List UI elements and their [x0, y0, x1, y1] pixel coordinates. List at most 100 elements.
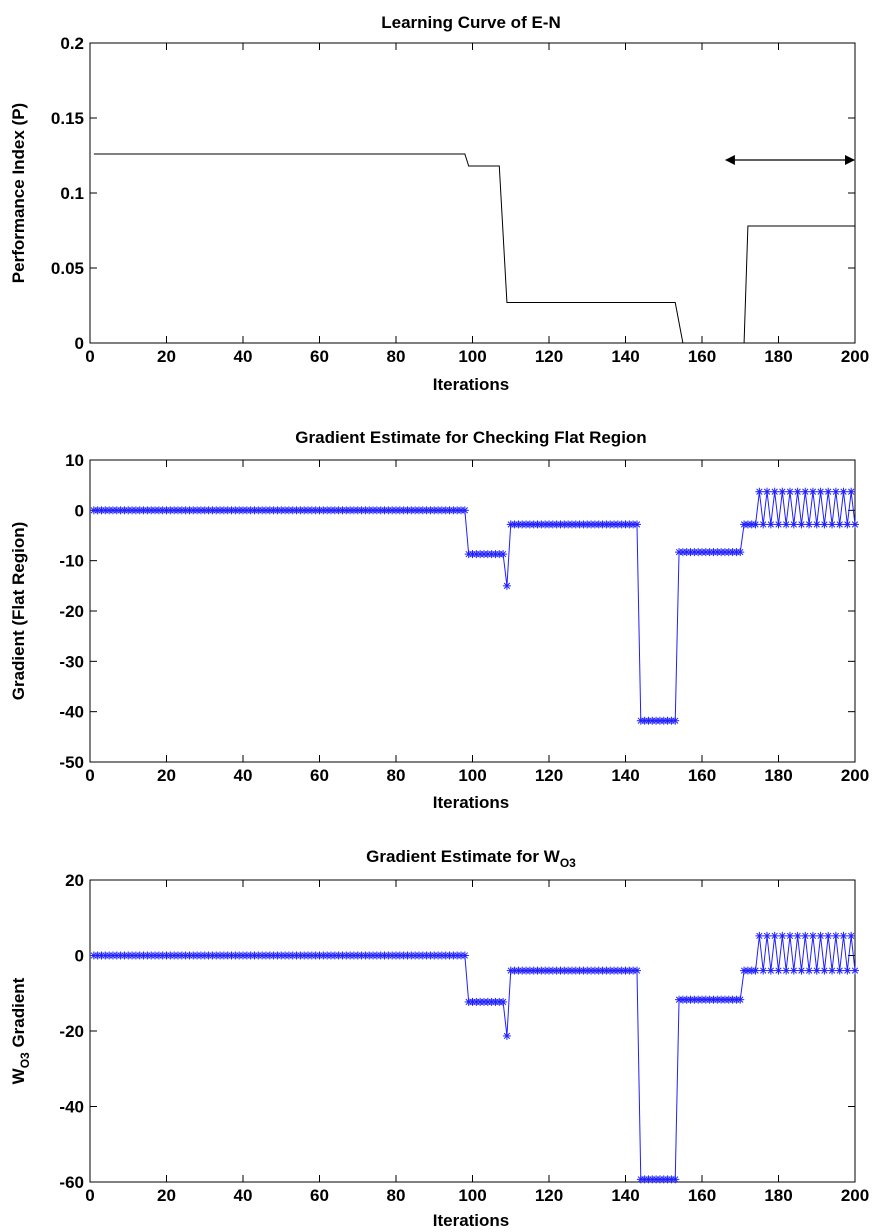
- y-tick-label: 0: [75, 501, 84, 520]
- ylabel-subscript: O3: [18, 1052, 32, 1068]
- series-line: [93, 491, 856, 722]
- data-point: [843, 520, 852, 529]
- data-point: [774, 966, 783, 975]
- x-tick-label: 200: [841, 1186, 869, 1205]
- data-point: [789, 520, 798, 529]
- data-point: [812, 966, 821, 975]
- x-tick-label: 100: [458, 766, 486, 785]
- y-axis-label: Gradient (Flat Region): [9, 522, 28, 701]
- x-tick-label: 120: [535, 347, 563, 366]
- data-point: [751, 966, 760, 975]
- x-tick-label: 140: [611, 766, 639, 785]
- data-point: [782, 520, 791, 529]
- data-point: [793, 487, 802, 496]
- data-point: [766, 966, 775, 975]
- data-point: [816, 487, 825, 496]
- data-point: [828, 520, 837, 529]
- data-point: [831, 931, 840, 940]
- data-point: [778, 487, 787, 496]
- data-point: [805, 966, 814, 975]
- x-tick-label: 20: [157, 766, 176, 785]
- data-point: [808, 931, 817, 940]
- x-tick-label: 40: [234, 1186, 253, 1205]
- x-tick-label: 180: [764, 766, 792, 785]
- y-tick-label: -10: [59, 552, 84, 571]
- y-tick-label: -20: [59, 602, 84, 621]
- tick-group: 0 20 40 60 80 100 120 140 160 180 200-50-40-30-20-…: [59, 451, 869, 785]
- plot-frame: [89, 459, 856, 763]
- x-tick-label: 180: [764, 1186, 792, 1205]
- data-point: [839, 931, 848, 940]
- data-point: [671, 716, 680, 725]
- data-point: [789, 966, 798, 975]
- data-point: [835, 520, 844, 529]
- plot-frame: [89, 879, 856, 1183]
- y-tick-label: 10: [65, 451, 84, 470]
- x-tick-label: 40: [234, 766, 253, 785]
- data-point: [835, 966, 844, 975]
- x-tick-label: 0: [85, 1186, 94, 1205]
- x-tick-label: 0: [85, 347, 94, 366]
- series-line: [93, 153, 855, 344]
- y-axis-label: Performance Index (P): [9, 103, 28, 283]
- title-subscript: O3: [560, 856, 576, 870]
- series-group: [89, 931, 859, 1184]
- x-tick-label: 60: [310, 347, 329, 366]
- data-point: [831, 487, 840, 496]
- x-tick-label: 100: [458, 1186, 486, 1205]
- data-point: [759, 966, 768, 975]
- x-tick-label: 60: [310, 1186, 329, 1205]
- y-tick-label: 0.15: [51, 109, 84, 128]
- x-tick-label: 160: [688, 1186, 716, 1205]
- data-point: [843, 966, 852, 975]
- data-point: [805, 520, 814, 529]
- x-tick-label: 160: [688, 766, 716, 785]
- tick-group: 0 20 40 60 80 100 120 140 160 180 200 0 0.05 0.1 0.15 0…: [51, 34, 869, 366]
- chart-title: Learning Curve of E-N: [381, 13, 560, 32]
- learning-curve-panel: Learning Curve of E-N 0 20 40 60 80 100 120 140…: [9, 13, 869, 394]
- data-point: [770, 931, 779, 940]
- data-point: [759, 520, 768, 529]
- y-tick-label: -30: [59, 652, 84, 671]
- x-tick-label: 80: [387, 347, 406, 366]
- data-point: [736, 548, 745, 557]
- x-axis-label: Iterations: [433, 793, 510, 812]
- data-point: [502, 1031, 511, 1040]
- data-point: [793, 931, 802, 940]
- data-point: [460, 951, 469, 960]
- data-point: [812, 520, 821, 529]
- data-point: [751, 520, 760, 529]
- data-point: [763, 487, 772, 496]
- title-main: Gradient Estimate for W: [366, 847, 561, 866]
- x-tick-label: 200: [841, 766, 869, 785]
- x-tick-label: 180: [764, 347, 792, 366]
- x-tick-label: 20: [157, 347, 176, 366]
- chart-title: Gradient Estimate for WO3: [366, 847, 576, 870]
- y-axis-label: WO3 Gradient: [9, 977, 32, 1084]
- y-tick-label: 0: [75, 334, 84, 353]
- x-tick-label: 20: [157, 1186, 176, 1205]
- x-tick-label: 160: [688, 347, 716, 366]
- y-tick-label: 0.1: [60, 184, 84, 203]
- x-tick-label: 140: [611, 347, 639, 366]
- y-tick-label: -60: [59, 1173, 84, 1192]
- x-tick-label: 140: [611, 1186, 639, 1205]
- data-point: [763, 931, 772, 940]
- data-point: [839, 487, 848, 496]
- x-tick-label: 200: [841, 347, 869, 366]
- data-point: [499, 550, 508, 559]
- x-tick-label: 120: [535, 1186, 563, 1205]
- data-point: [774, 520, 783, 529]
- data-point: [797, 966, 806, 975]
- ylabel-suffix: Gradient: [9, 977, 28, 1052]
- ylabel-main: W: [9, 1067, 28, 1084]
- y-tick-label: -40: [59, 1098, 84, 1117]
- data-point: [766, 520, 775, 529]
- series-group: [93, 153, 855, 344]
- data-point: [785, 931, 794, 940]
- y-tick-label: 0: [75, 947, 84, 966]
- data-point: [828, 966, 837, 975]
- data-point: [851, 520, 859, 529]
- tick-group: 0 20 40 60 80 100 120 140 160 180 200 -60 -40 -20 0 20: [59, 871, 869, 1205]
